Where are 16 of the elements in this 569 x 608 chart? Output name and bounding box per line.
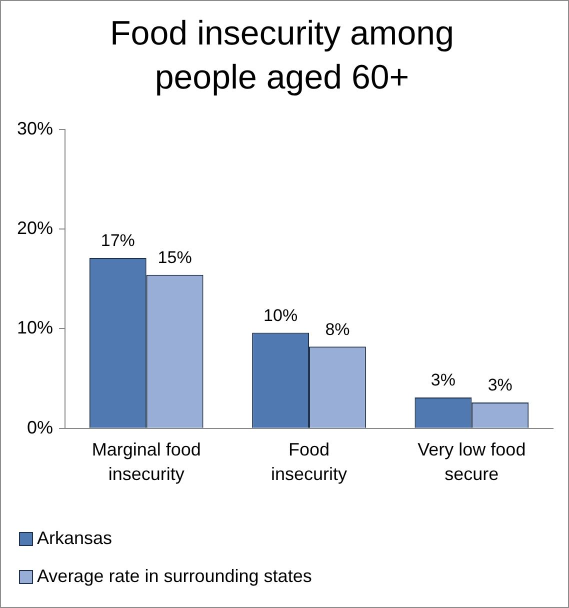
data-label: 17%	[100, 231, 135, 250]
data-label: 15%	[158, 248, 192, 268]
chart-title: Food insecurity among people aged 60+	[110, 14, 454, 97]
data-label: 8%	[325, 320, 350, 339]
data-label: 10%	[264, 306, 298, 325]
legend-label: Average rate in surrounding states	[37, 566, 312, 586]
data-label: 3%	[488, 376, 512, 395]
y-tick-label: 20%	[16, 218, 54, 238]
y-tick-label: 30%	[16, 118, 54, 138]
x-tick-label: Food insecurity	[271, 440, 348, 484]
data-label: 3%	[430, 370, 456, 390]
y-tick-label: 10%	[16, 318, 54, 338]
x-tick-label: Marginal food insecurity	[92, 440, 201, 484]
legend-label: Arkansas	[37, 528, 112, 548]
y-tick-label: 0%	[27, 417, 54, 438]
x-tick-label: Very low food secure	[418, 440, 526, 484]
